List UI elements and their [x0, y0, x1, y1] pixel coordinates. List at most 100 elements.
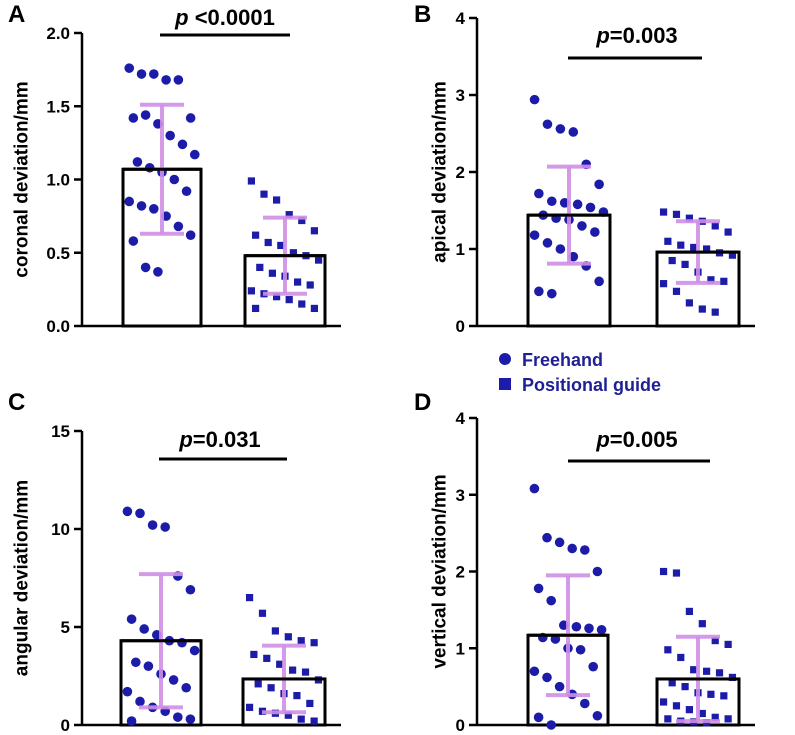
data-point-positional-guide	[668, 679, 676, 687]
p-value-label: p <0.0001	[174, 5, 275, 30]
y-tick-label: 1	[456, 639, 465, 658]
data-point-positional-guide	[698, 620, 706, 628]
data-point-positional-guide	[310, 717, 318, 725]
data-point-positional-guide	[252, 231, 260, 239]
data-point-freehand	[594, 179, 604, 190]
data-point-positional-guide	[672, 287, 681, 295]
data-point-positional-guide	[254, 680, 262, 688]
data-point-freehand	[122, 506, 133, 517]
data-point-positional-guide	[664, 715, 672, 723]
y-tick-label: 0.5	[46, 244, 70, 263]
data-point-freehand	[533, 583, 544, 594]
data-point-freehand	[585, 202, 596, 213]
data-point-positional-guide	[293, 692, 301, 700]
data-point-positional-guide	[245, 703, 254, 711]
data-point-freehand	[529, 666, 540, 677]
y-axis-label: apical deviation/mm	[430, 81, 451, 263]
panel-letter: B	[414, 1, 431, 28]
series-freehand	[121, 63, 203, 328]
data-point-positional-guide	[672, 702, 681, 710]
data-point-positional-guide	[298, 216, 306, 225]
data-point-positional-guide	[720, 692, 728, 700]
data-point-positional-guide	[728, 673, 737, 682]
data-point-freehand	[185, 714, 196, 724]
data-point-positional-guide	[297, 715, 305, 723]
data-point-freehand	[128, 113, 139, 123]
y-tick-label: 1.5	[46, 97, 70, 116]
data-point-freehand	[161, 75, 171, 85]
data-point-freehand	[542, 672, 552, 683]
data-point-positional-guide	[698, 305, 706, 313]
data-point-freehand	[149, 69, 159, 79]
data-point-positional-guide	[659, 698, 668, 706]
y-axis-label: angular deviation/mm	[12, 480, 33, 676]
data-point-positional-guide	[672, 569, 681, 577]
y-tick-label: 1	[456, 240, 465, 259]
data-point-positional-guide	[707, 276, 715, 284]
y-axis-label: vertical deviation/mm	[430, 474, 451, 668]
series-freehand	[119, 506, 203, 727]
y-tick-label: 4	[456, 9, 466, 28]
panel-letter: D	[414, 389, 431, 416]
data-point-positional-guide	[677, 241, 685, 249]
data-point-positional-guide	[301, 668, 310, 676]
data-point-positional-guide	[310, 227, 318, 235]
series-positional-guide	[243, 177, 327, 328]
data-point-positional-guide	[724, 640, 732, 649]
data-point-freehand	[135, 696, 145, 707]
y-tick-label: 1.0	[46, 171, 70, 190]
data-point-positional-guide	[668, 256, 676, 265]
data-point-freehand	[136, 69, 147, 79]
data-point-positional-guide	[672, 210, 681, 218]
data-point-freehand	[185, 584, 196, 595]
data-point-positional-guide	[264, 238, 272, 247]
data-point-freehand	[140, 262, 151, 273]
data-point-freehand	[124, 63, 135, 73]
p-value-number: =0.005	[610, 427, 678, 452]
p-value-symbol: p	[178, 427, 192, 452]
data-point-positional-guide	[664, 237, 672, 245]
data-point-positional-guide	[289, 666, 297, 674]
y-tick-label: 3	[456, 86, 465, 105]
data-point-positional-guide	[690, 243, 698, 252]
legend: Freehand Positional guide	[499, 350, 661, 395]
data-point-freehand	[546, 196, 557, 207]
data-point-positional-guide	[728, 251, 737, 259]
data-point-positional-guide	[685, 607, 693, 616]
data-point-positional-guide	[715, 669, 724, 677]
data-point-freehand	[567, 543, 577, 554]
y-tick-label: 2	[456, 163, 465, 182]
series-freehand	[526, 483, 610, 730]
data-point-freehand	[185, 113, 196, 123]
panel-letter: C	[8, 389, 25, 416]
data-point-freehand	[126, 614, 137, 624]
panel-letter: A	[8, 1, 25, 28]
data-point-freehand	[555, 124, 566, 134]
data-point-positional-guide	[247, 177, 255, 185]
data-point-freehand	[529, 483, 540, 494]
data-point-freehand	[140, 110, 151, 120]
data-point-freehand	[588, 661, 598, 672]
data-point-freehand	[592, 710, 603, 721]
series-positional-guide	[655, 208, 741, 328]
y-tick-label: 0	[456, 317, 465, 336]
data-point-freehand	[580, 545, 590, 555]
data-point-positional-guide	[659, 567, 668, 576]
data-point-freehand	[132, 157, 143, 167]
series-positional-guide	[655, 567, 741, 727]
legend-freehand-label: Freehand	[522, 350, 603, 370]
data-point-positional-guide	[277, 241, 285, 250]
panel-c: C 0 5 10 15 angular deviation/mm p=0.031	[8, 389, 341, 735]
data-point-positional-guide	[681, 683, 689, 691]
data-point-positional-guide	[664, 646, 672, 654]
data-point-freehand	[149, 204, 159, 214]
data-point-freehand	[153, 266, 163, 277]
data-point-positional-guide	[659, 280, 668, 288]
p-value-symbol: p	[595, 23, 609, 48]
data-point-freehand	[529, 230, 540, 240]
y-tick-label: 2	[456, 563, 465, 582]
data-point-freehand	[533, 712, 544, 723]
data-point-positional-guide	[698, 709, 706, 718]
data-point-freehand	[546, 288, 557, 299]
data-point-freehand	[534, 286, 544, 297]
